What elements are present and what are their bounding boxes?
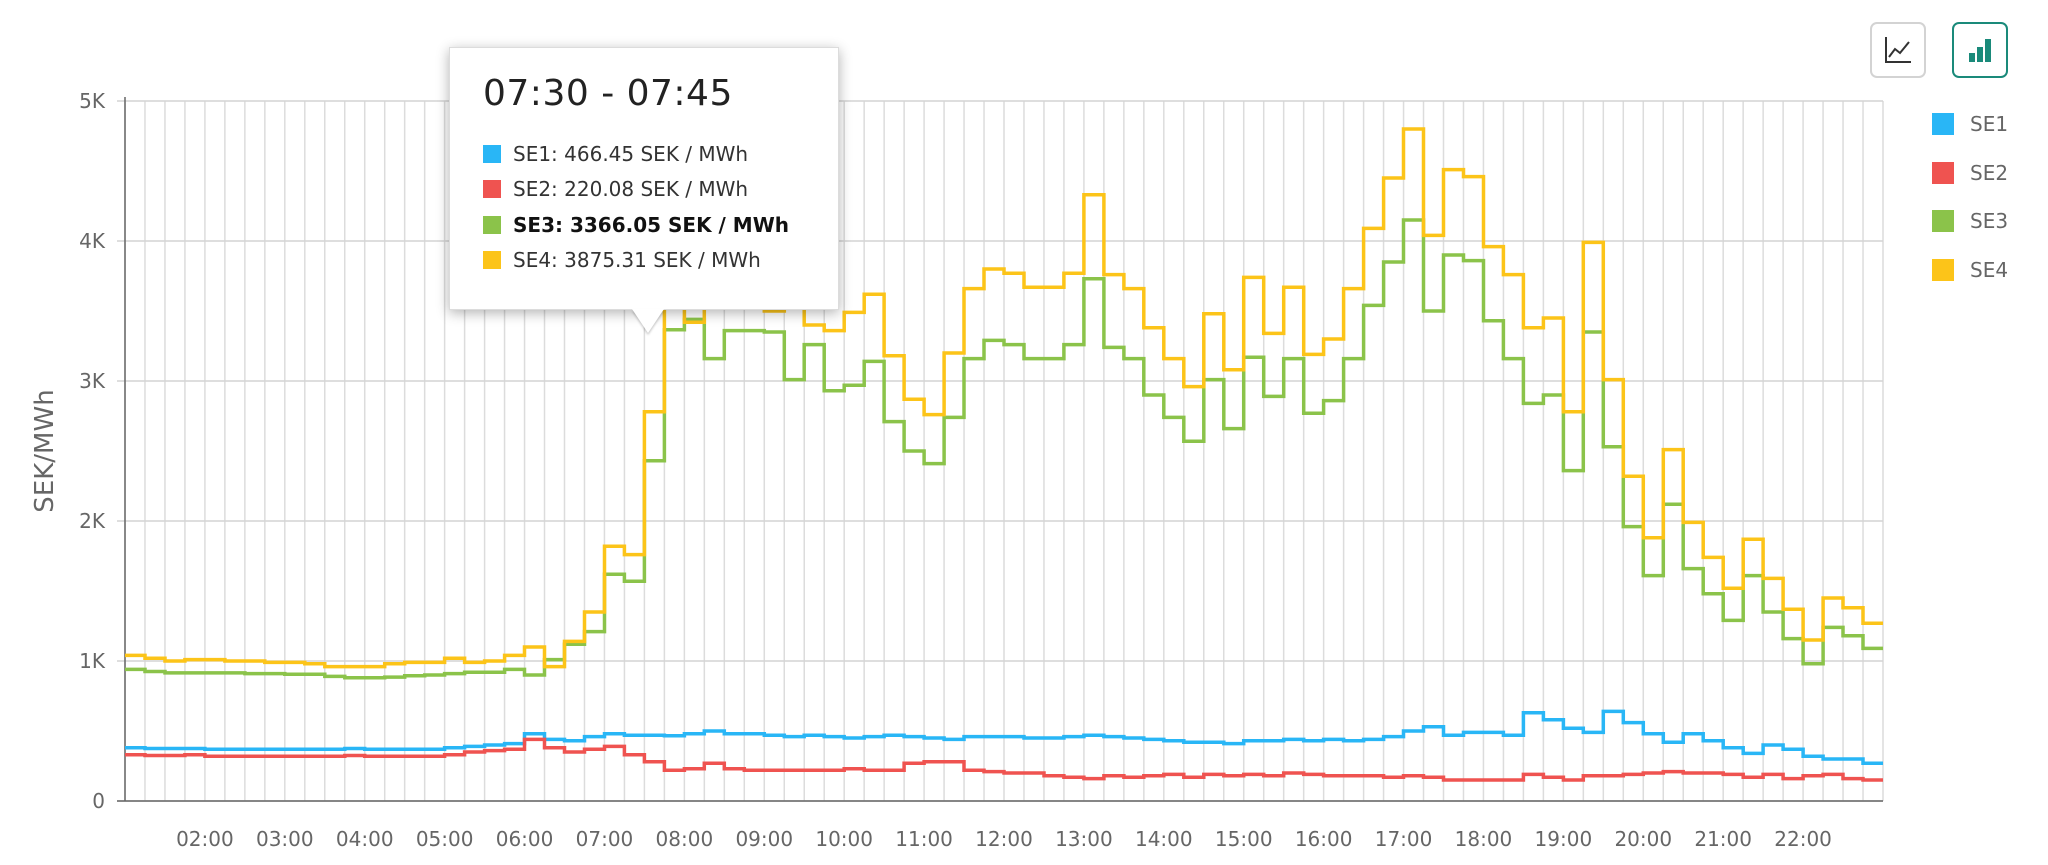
legend-item-se4[interactable]: SE4	[1932, 246, 2008, 295]
x-tick-label: 14:00	[1135, 827, 1193, 851]
x-tick-label: 08:00	[656, 827, 714, 851]
tooltip-row-se1: SE1: 466.45 SEK / MWh	[483, 136, 805, 172]
tooltip-title: 07:30 - 07:45	[483, 73, 733, 114]
bar-chart-button[interactable]	[1952, 22, 2008, 78]
tooltip-text-se1: SE1: 466.45 SEK / MWh	[513, 141, 749, 166]
legend-label-se3: SE3	[1970, 209, 2009, 234]
x-tick-label: 20:00	[1614, 827, 1672, 851]
y-tick-label: 4K	[79, 229, 106, 253]
x-tick-label: 05:00	[416, 827, 474, 851]
x-tick-label: 21:00	[1694, 827, 1752, 851]
legend-swatch-se3	[1932, 210, 1954, 233]
line-chart-button[interactable]	[1870, 22, 1926, 78]
bar-chart-icon	[1969, 39, 1991, 62]
x-tick-label: 06:00	[496, 827, 554, 851]
legend-item-se2[interactable]: SE2	[1932, 149, 2008, 198]
y-axis-label: SEK/MWh	[30, 389, 60, 512]
series-line-se1	[125, 709, 1883, 765]
x-tick-label: 02:00	[176, 827, 234, 851]
tooltip-row-se3: SE3: 3366.05 SEK / MWh	[483, 207, 805, 243]
tooltip-swatch-se4	[483, 251, 501, 270]
x-tick-label: 13:00	[1055, 827, 1113, 851]
tooltip-swatch-se3	[483, 215, 501, 234]
tooltip-pointer	[632, 309, 664, 333]
legend-item-se3[interactable]: SE3	[1932, 197, 2008, 246]
tooltip-text-se2: SE2: 220.08 SEK / MWh	[513, 177, 749, 202]
tooltip-row-se2: SE2: 220.08 SEK / MWh	[483, 172, 805, 208]
tooltip-text-se4: SE4: 3875.31 SEK / MWh	[513, 248, 761, 273]
tooltip-swatch-se2	[483, 180, 501, 199]
x-tick-label: 16:00	[1295, 827, 1353, 851]
legend-label-se4: SE4	[1970, 257, 2009, 282]
tooltip-row-se4: SE4: 3875.31 SEK / MWh	[483, 243, 805, 279]
y-tick-label: 3K	[79, 369, 106, 393]
legend-swatch-se1	[1932, 113, 1954, 136]
legend-label-se1: SE1	[1970, 112, 2009, 137]
tooltip: 07:30 - 07:45 SE1: 466.45 SEK / MWh SE2:…	[449, 47, 839, 310]
x-tick-label: 11:00	[895, 827, 953, 851]
x-tick-label: 09:00	[735, 827, 793, 851]
legend-item-se1[interactable]: SE1	[1932, 100, 2008, 149]
y-tick-label: 5K	[79, 89, 106, 113]
y-tick-label: 1K	[79, 649, 106, 673]
legend-swatch-se2	[1932, 161, 1954, 184]
tooltip-swatch-se1	[483, 144, 501, 163]
series-line-se4	[125, 127, 1883, 669]
x-tick-label: 12:00	[975, 827, 1033, 851]
x-tick-label: 18:00	[1455, 827, 1513, 851]
x-tick-label: 07:00	[576, 827, 634, 851]
x-tick-label: 22:00	[1774, 827, 1832, 851]
y-tick-label: 0	[92, 789, 105, 813]
legend-label-se2: SE2	[1970, 160, 2009, 185]
legend: SE1 SE2 SE3 SE4	[1932, 100, 2008, 294]
legend-swatch-se4	[1932, 258, 1954, 281]
x-tick-label: 15:00	[1215, 827, 1273, 851]
x-tick-label: 19:00	[1535, 827, 1593, 851]
x-tick-label: 04:00	[336, 827, 394, 851]
x-tick-label: 10:00	[815, 827, 873, 851]
line-chart-icon	[1885, 37, 1911, 63]
series-line-se2	[125, 737, 1883, 782]
y-tick-label: 2K	[79, 509, 106, 533]
x-tick-label: 17:00	[1375, 827, 1433, 851]
x-tick-label: 03:00	[256, 827, 314, 851]
tooltip-text-se3: SE3: 3366.05 SEK / MWh	[513, 212, 789, 237]
